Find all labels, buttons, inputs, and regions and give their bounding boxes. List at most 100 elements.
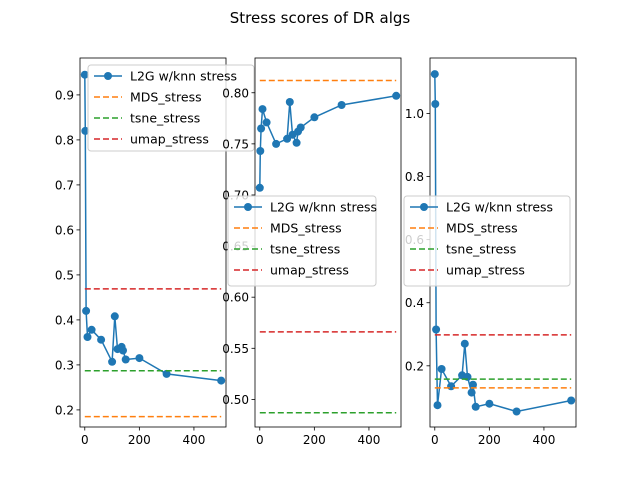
legend-marker [244, 203, 252, 211]
data-point [119, 346, 127, 355]
data-point [285, 98, 294, 106]
x-tick-label: 400 [182, 433, 205, 447]
legend-label: umap_stress [130, 132, 209, 147]
y-tick-label: 0.2 [55, 403, 74, 417]
data-point [485, 399, 494, 408]
legend-box [87, 64, 255, 152]
y-tick-label: 0.60 [222, 291, 249, 305]
subplot-1: 0 200 400 0.2 0.3 0.4 0.5 0.6 0.7 0.8 0.9 [55, 57, 227, 447]
legend-marker [420, 203, 428, 211]
legend-label: L2G w/knn stress [270, 200, 377, 215]
data-point [432, 325, 441, 334]
axes-frame [79, 57, 227, 428]
legend: L2G w/knn stress MDS_stress tsne_stressuma… [227, 195, 377, 287]
legend-item-tsne-stress: tsne_stress [94, 111, 200, 126]
legend-label: MDS_stress [130, 90, 202, 105]
y-tick-label: 0.9 [55, 88, 74, 102]
data-point [471, 402, 480, 411]
legend-label: umap_stress [270, 263, 349, 278]
legend-item-mds-stress: MDS_stress [234, 221, 342, 236]
y-tick-label: 0.7 [55, 178, 74, 192]
legend-label: tsne_stress [130, 111, 200, 126]
y-tick-label: 0.8 [55, 133, 74, 147]
data-point [437, 365, 446, 373]
x-tick-label: 0 [256, 433, 264, 447]
figure-title: Stress scores of DR algs [230, 9, 411, 27]
data-point [292, 138, 301, 147]
legend-label: L2G w/knn stress [130, 69, 237, 84]
data-point [460, 339, 469, 348]
y-tick-label: 0.4 [405, 296, 424, 310]
legend-item-umap-stress: umap_stress [410, 263, 525, 278]
legend: L2G w/knn stress MDS_stress tsne_stressuma… [87, 64, 255, 152]
y-tick-label: 0.4 [55, 313, 74, 327]
x-tick-label: 200 [303, 433, 326, 447]
y-tick-label: 0.75 [222, 137, 249, 151]
data-point [512, 407, 521, 416]
y-tick-label: 0.2 [405, 359, 424, 373]
y-tick-label: 0.80 [222, 86, 249, 100]
legend-item-mds-stress: MDS_stress [410, 221, 518, 236]
data-point [121, 355, 130, 364]
data-point [447, 382, 456, 391]
legend-label: L2G w/knn stress [446, 200, 553, 215]
legend-label: umap_stress [446, 263, 525, 278]
data-point [272, 139, 281, 148]
data-point [110, 312, 119, 321]
data-point [83, 333, 92, 341]
x-tick-label: 200 [478, 433, 501, 447]
data-point [296, 123, 305, 132]
y-tick-label: 1.0 [405, 107, 424, 121]
x-tick-label: 400 [532, 433, 555, 447]
series-l2g-w-knn-stress [80, 70, 226, 385]
data-point [433, 401, 442, 410]
data-point [80, 70, 89, 79]
data-point [567, 396, 576, 405]
series-l2g-w-knn-stress [255, 91, 401, 192]
data-point [97, 335, 106, 344]
data-point [262, 118, 271, 127]
data-point [81, 126, 90, 135]
legend-label: MDS_stress [270, 221, 342, 236]
legend-label: MDS_stress [446, 221, 518, 236]
data-point [108, 357, 117, 366]
x-tick-label: 400 [357, 433, 380, 447]
data-point [255, 183, 264, 192]
legend-item-umap-stress: umap_stress [234, 263, 349, 278]
data-point [82, 306, 91, 315]
legend-box [403, 195, 571, 287]
legend-item-l2g-w-knn-stress: L2G w/knn stress [410, 200, 553, 215]
legend-item-l2g-w-knn-stress: L2G w/knn stress [234, 200, 377, 215]
data-point [257, 124, 266, 133]
legend-item-tsne-stress: tsne_stress [410, 242, 516, 257]
data-point [430, 70, 439, 79]
data-point [258, 105, 267, 114]
data-point [162, 369, 171, 378]
legend-label: tsne_stress [270, 242, 340, 257]
y-tick-label: 0.55 [222, 342, 249, 356]
data-point [135, 354, 144, 363]
series-line-l2g-w-knn-stress [259, 95, 397, 188]
legend-item-umap-stress: umap_stress [94, 132, 209, 147]
data-point [217, 376, 226, 385]
data-point [256, 147, 265, 155]
legend-box [227, 195, 377, 287]
legend-label: tsne_stress [446, 242, 516, 257]
data-point [469, 380, 477, 389]
x-tick-label: 0 [81, 433, 89, 447]
data-point [310, 113, 319, 122]
x-tick-label: 0 [431, 433, 439, 447]
data-point [337, 101, 346, 109]
legend-marker [104, 72, 112, 80]
legend-item-tsne-stress: tsne_stress [234, 242, 340, 257]
legend-item-mds-stress: MDS_stress [94, 90, 202, 105]
y-tick-label: 0.50 [222, 393, 249, 407]
y-tick-label: 0.5 [55, 268, 74, 282]
data-point [467, 388, 476, 397]
y-tick-label: 0.3 [55, 358, 74, 372]
legend: L2G w/knn stress MDS_stress tsne_stressuma… [403, 195, 571, 287]
data-point [392, 91, 401, 100]
data-point [431, 100, 440, 108]
